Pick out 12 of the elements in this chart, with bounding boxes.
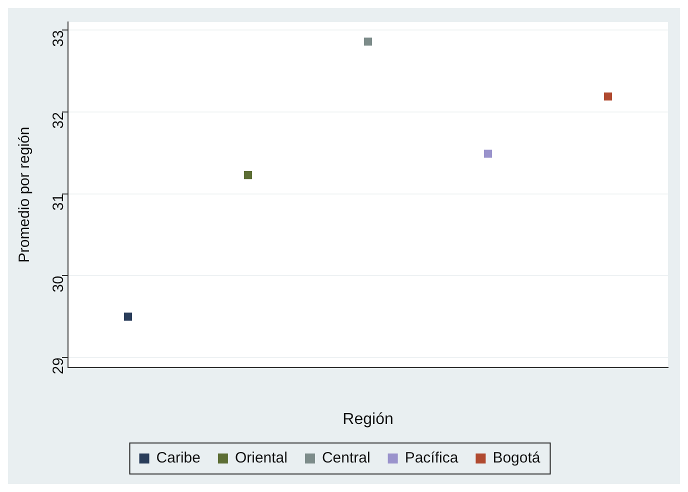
legend-label: Bogotá: [492, 450, 541, 467]
legend-label: Oriental: [234, 450, 288, 467]
y-tick-label: 32: [50, 112, 68, 129]
y-axis-title: Promedio por región: [16, 126, 34, 263]
y-tick-label: 29: [50, 358, 68, 374]
y-tick-label: 30: [50, 276, 68, 292]
legend-label: Pacífica: [404, 450, 459, 467]
legend-label: Central: [322, 450, 370, 467]
y-tick-label: 31: [50, 194, 68, 211]
y-tick-label: 33: [50, 30, 68, 47]
legend-label: Caribe: [156, 450, 200, 467]
x-axis-title: Región: [342, 410, 394, 428]
